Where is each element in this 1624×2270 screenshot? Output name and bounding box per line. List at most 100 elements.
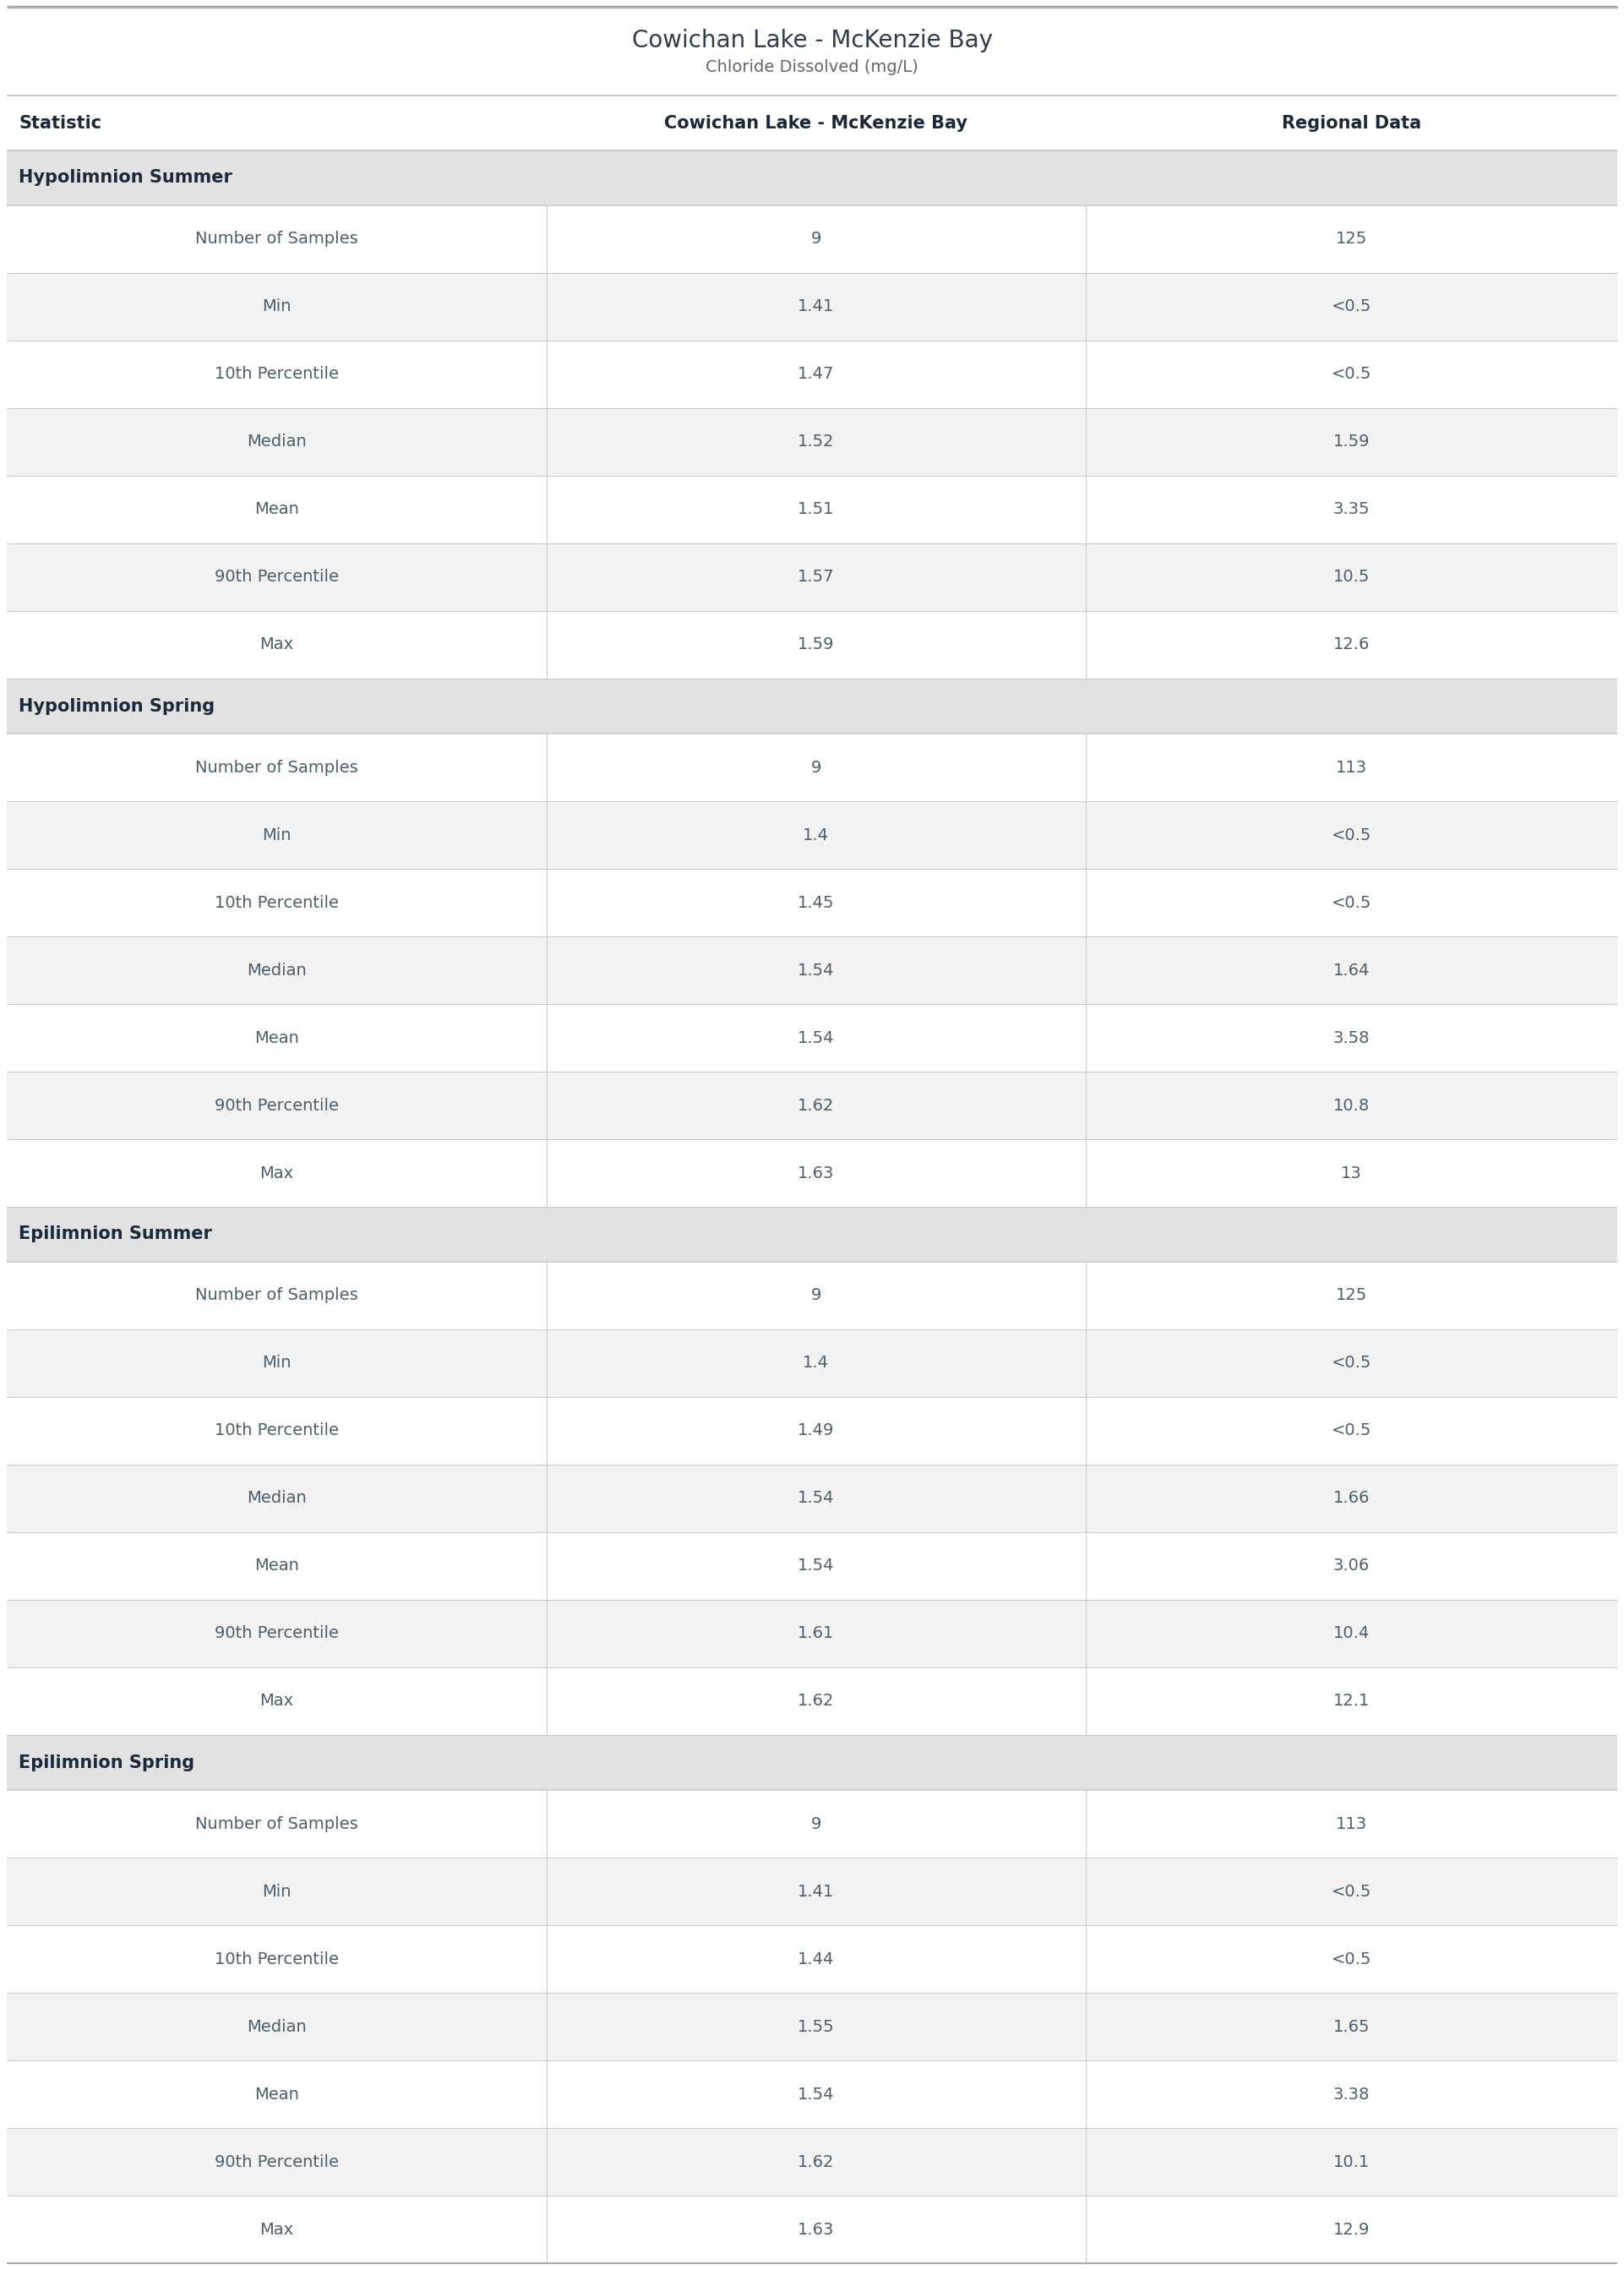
Bar [6, 733, 1618, 801]
Text: 90th Percentile: 90th Percentile [214, 1096, 339, 1115]
Text: Epilimnion Spring: Epilimnion Spring [18, 1755, 195, 1771]
Text: 1.41: 1.41 [797, 1884, 835, 1900]
Text: Min: Min [261, 300, 291, 316]
Text: 90th Percentile: 90th Percentile [214, 2154, 339, 2170]
Text: <0.5: <0.5 [1332, 1950, 1372, 1968]
Text: 3.38: 3.38 [1333, 2086, 1369, 2102]
Bar [6, 2127, 1618, 2195]
Text: 12.9: 12.9 [1333, 2222, 1369, 2238]
Text: Max: Max [260, 2222, 294, 2238]
Text: Hypolimnion Summer: Hypolimnion Summer [18, 170, 232, 186]
Bar [6, 1668, 1618, 1734]
Bar [6, 1330, 1618, 1396]
Text: 12.6: 12.6 [1333, 638, 1369, 654]
Bar [6, 1464, 1618, 1532]
Text: Mean: Mean [255, 2086, 299, 2102]
Bar [6, 1925, 1618, 1993]
Bar [6, 2195, 1618, 2263]
Text: 1.4: 1.4 [802, 826, 830, 842]
Bar [6, 1003, 1618, 1071]
Bar [6, 272, 1618, 340]
Text: 10.5: 10.5 [1333, 570, 1369, 586]
Text: <0.5: <0.5 [1332, 1355, 1372, 1371]
Text: Number of Samples: Number of Samples [195, 232, 357, 247]
Text: 1.62: 1.62 [797, 1693, 835, 1709]
Text: Mean: Mean [255, 1557, 299, 1573]
Text: 1.4: 1.4 [802, 1355, 830, 1371]
Text: <0.5: <0.5 [1332, 300, 1372, 316]
Text: Epilimnion Summer: Epilimnion Summer [18, 1226, 213, 1242]
Bar [6, 477, 1618, 543]
Bar [6, 409, 1618, 477]
Bar [6, 1600, 1618, 1668]
Text: <0.5: <0.5 [1332, 826, 1372, 842]
Bar [6, 938, 1618, 1003]
Text: 1.54: 1.54 [797, 1557, 835, 1573]
Text: 1.62: 1.62 [797, 1096, 835, 1115]
Text: Median: Median [247, 434, 307, 449]
Text: 3.35: 3.35 [1333, 502, 1371, 518]
Text: 10th Percentile: 10th Percentile [214, 365, 339, 381]
Bar [6, 1734, 1618, 1791]
Bar [6, 611, 1618, 679]
Bar [6, 1140, 1618, 1208]
Text: 1.59: 1.59 [1333, 434, 1371, 449]
Text: 113: 113 [1337, 1816, 1367, 1832]
Bar [6, 1396, 1618, 1464]
Text: 3.06: 3.06 [1333, 1557, 1369, 1573]
Text: 1.61: 1.61 [797, 1625, 835, 1641]
Text: <0.5: <0.5 [1332, 894, 1372, 910]
Bar [6, 1532, 1618, 1600]
Text: 10.4: 10.4 [1333, 1625, 1369, 1641]
Text: Min: Min [261, 826, 291, 842]
Text: 10th Percentile: 10th Percentile [214, 1950, 339, 1968]
Text: Cowichan Lake - McKenzie Bay: Cowichan Lake - McKenzie Bay [664, 114, 968, 132]
Text: 1.64: 1.64 [1333, 962, 1369, 978]
Text: 1.55: 1.55 [797, 2018, 835, 2034]
Text: Number of Samples: Number of Samples [195, 1816, 357, 1832]
Text: Mean: Mean [255, 502, 299, 518]
Text: 1.54: 1.54 [797, 1491, 835, 1507]
Bar [6, 340, 1618, 409]
Bar [6, 543, 1618, 611]
Text: 1.54: 1.54 [797, 962, 835, 978]
Text: Chloride Dissolved (mg/L): Chloride Dissolved (mg/L) [706, 59, 918, 75]
Text: 1.54: 1.54 [797, 2086, 835, 2102]
Text: 90th Percentile: 90th Percentile [214, 570, 339, 586]
Text: 125: 125 [1337, 1287, 1367, 1303]
Text: 10.1: 10.1 [1333, 2154, 1369, 2170]
Text: <0.5: <0.5 [1332, 1423, 1372, 1439]
Text: 3.58: 3.58 [1333, 1031, 1371, 1046]
Bar [6, 679, 1618, 733]
Text: Max: Max [260, 638, 294, 654]
Bar [6, 204, 1618, 272]
Text: 113: 113 [1337, 760, 1367, 776]
Text: 1.63: 1.63 [797, 2222, 835, 2238]
Text: 1.54: 1.54 [797, 1031, 835, 1046]
Text: Max: Max [260, 1693, 294, 1709]
Text: Mean: Mean [255, 1031, 299, 1046]
Text: 1.65: 1.65 [1333, 2018, 1371, 2034]
Text: Regional Data: Regional Data [1281, 114, 1421, 132]
Text: 10th Percentile: 10th Percentile [214, 1423, 339, 1439]
Text: Median: Median [247, 962, 307, 978]
Bar [6, 1791, 1618, 1857]
Text: <0.5: <0.5 [1332, 365, 1372, 381]
Text: 12.1: 12.1 [1333, 1693, 1369, 1709]
Text: Hypolimnion Spring: Hypolimnion Spring [18, 697, 214, 715]
Bar [6, 150, 1618, 204]
Text: 1.57: 1.57 [797, 570, 835, 586]
Text: 9: 9 [810, 232, 822, 247]
Text: 1.47: 1.47 [797, 365, 835, 381]
Text: Median: Median [247, 2018, 307, 2034]
Bar [6, 1857, 1618, 1925]
Text: 10.8: 10.8 [1333, 1096, 1369, 1115]
Bar [6, 1071, 1618, 1140]
Text: 13: 13 [1341, 1165, 1363, 1180]
Text: 10th Percentile: 10th Percentile [214, 894, 339, 910]
Text: 9: 9 [810, 760, 822, 776]
Bar [6, 1208, 1618, 1262]
Text: 1.52: 1.52 [797, 434, 835, 449]
Text: Max: Max [260, 1165, 294, 1180]
Text: 1.59: 1.59 [797, 638, 835, 654]
